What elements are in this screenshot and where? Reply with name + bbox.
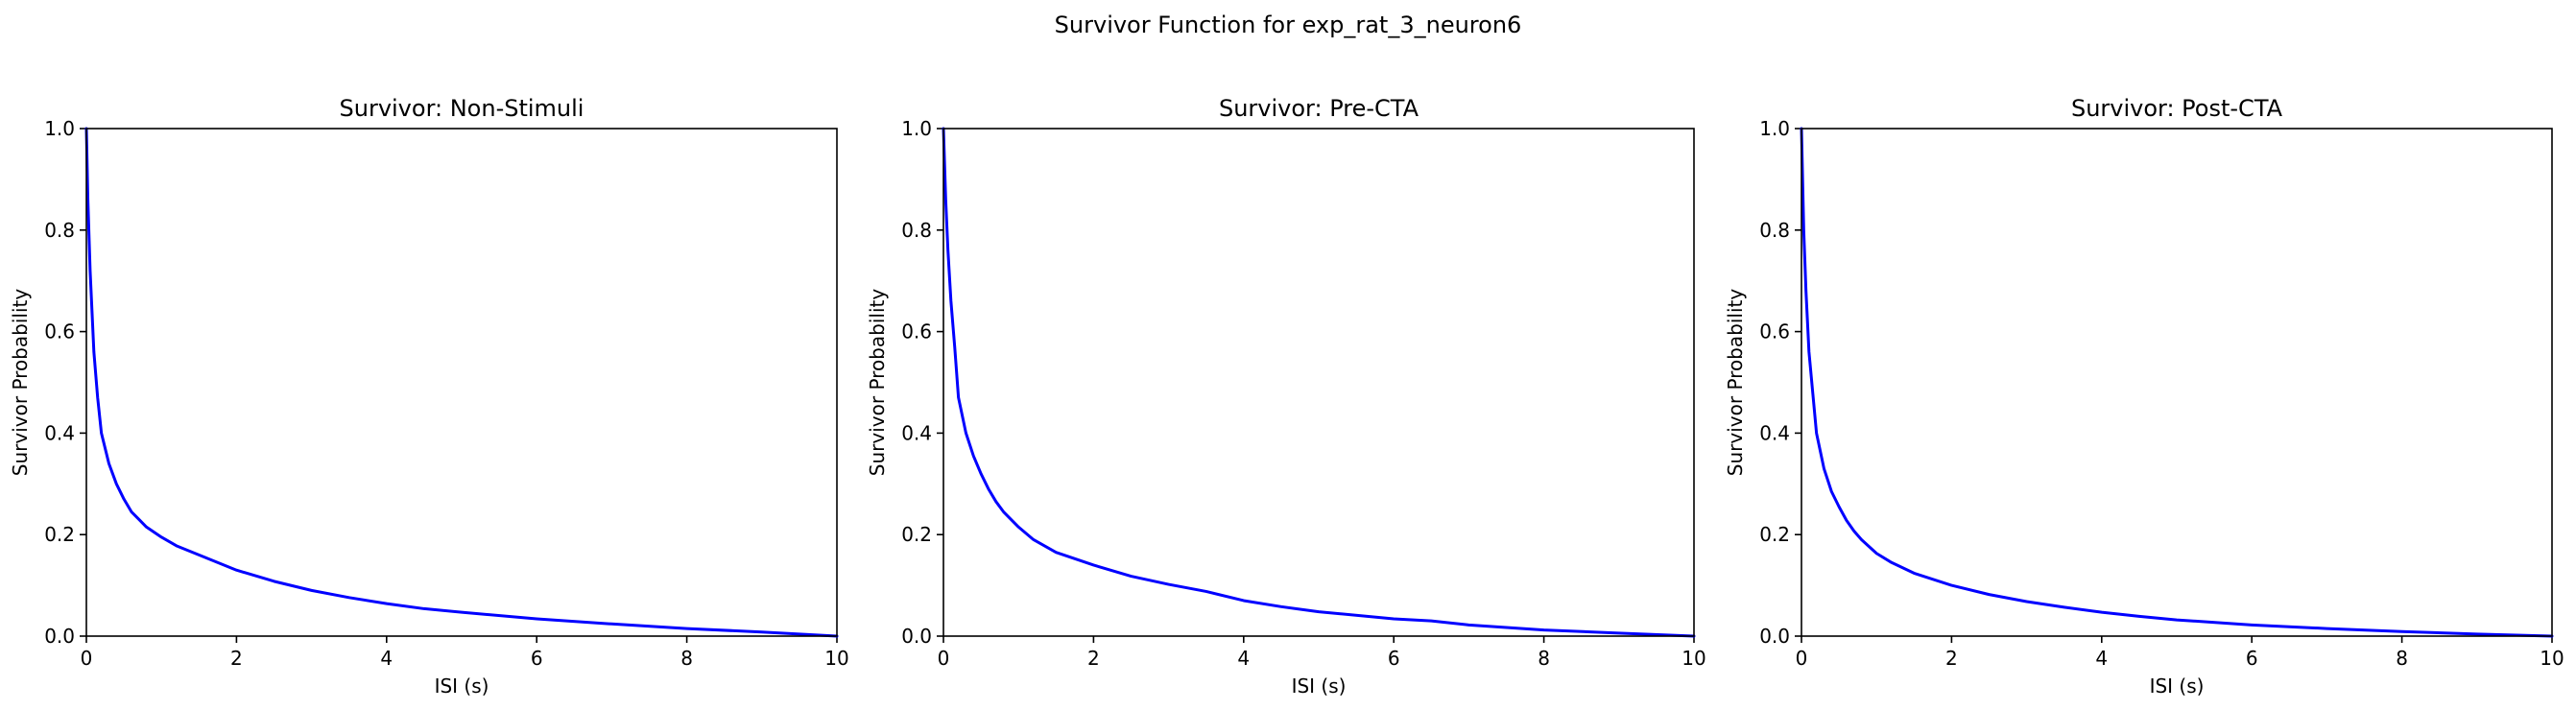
subplot-3: Survivor: Post-CTA 0 2 4 6 8 10 0.0 0.2 0.4 0.6 0.8… [1724,95,2564,698]
y-axis-label: Survivor Probability [866,289,889,477]
x-tick-label: 6 [2246,647,2258,670]
y-tick-label: 0.4 [44,421,75,444]
x-tick-label: 2 [1945,647,1958,670]
subplot-title: Survivor: Post-CTA [2071,95,2283,122]
y-tick-label: 1.0 [44,117,75,140]
survivor-curve [942,127,1696,638]
survivor-curve [1800,127,2554,638]
x-tick-label: 4 [1237,647,1250,670]
x-tick-label: 4 [2095,647,2108,670]
x-axis-label: ISI (s) [435,674,489,698]
y-tick-label: 1.0 [1759,117,1790,140]
y-tick-label: 0.0 [901,625,932,648]
x-tick-label: 0 [1796,647,1808,670]
axes-frame [85,128,838,637]
x-tick-label: 8 [2396,647,2408,670]
y-tick-label: 0.0 [44,625,75,648]
y-axis-label: Survivor Probability [9,289,32,477]
x-axis-label: ISI (s) [1292,674,1347,698]
survivor-curve [84,127,839,638]
y-tick-label: 0.4 [901,421,932,444]
y-tick-label: 0.8 [1759,219,1790,242]
x-tick-label: 2 [230,647,243,670]
x-tick-label: 6 [531,647,543,670]
y-tick-label: 0.6 [44,320,75,343]
x-tick-label: 10 [824,647,848,670]
x-tick-label: 8 [1538,647,1550,670]
x-tick-label: 8 [680,647,693,670]
y-axis-label: Survivor Probability [1724,289,1747,477]
y-tick-label: 0.2 [44,523,75,546]
x-axis-label: ISI (s) [2150,674,2205,698]
figure-suptitle: Survivor Function for exp_rat_3_neuron6 [1055,12,1522,38]
x-tick-label: 4 [380,647,393,670]
y-tick-label: 0.2 [1759,523,1790,546]
x-tick-label: 0 [938,647,950,670]
x-tick-label: 10 [2540,647,2564,670]
x-tick-label: 2 [1087,647,1100,670]
x-tick-label: 6 [1388,647,1400,670]
x-tick-label: 10 [1682,647,1705,670]
y-tick-label: 0.2 [901,523,932,546]
subplot-title: Survivor: Non-Stimuli [340,95,584,122]
subplot-title: Survivor: Pre-CTA [1219,95,1419,122]
y-tick-label: 0.8 [44,219,75,242]
axes-frame [942,128,1695,637]
axes-frame [1801,128,2553,637]
y-tick-label: 0.8 [901,219,932,242]
y-tick-label: 0.6 [1759,320,1790,343]
y-tick-label: 0.0 [1759,625,1790,648]
subplot-2: Survivor: Pre-CTA 0 2 4 6 8 10 0.0 0.2 0.4 0.6 0.8 1… [866,95,1706,698]
y-tick-label: 1.0 [901,117,932,140]
axes-layer: Survivor: Non-Stimuli 0 2 4 6 8 10 0.0 0.2 0.4 0.6… [9,95,2564,698]
y-tick-label: 0.6 [901,320,932,343]
x-tick-label: 0 [81,647,93,670]
y-tick-label: 0.4 [1759,421,1790,444]
subplot-1: Survivor: Non-Stimuli 0 2 4 6 8 10 0.0 0.2 0.4 0.6… [9,95,849,698]
